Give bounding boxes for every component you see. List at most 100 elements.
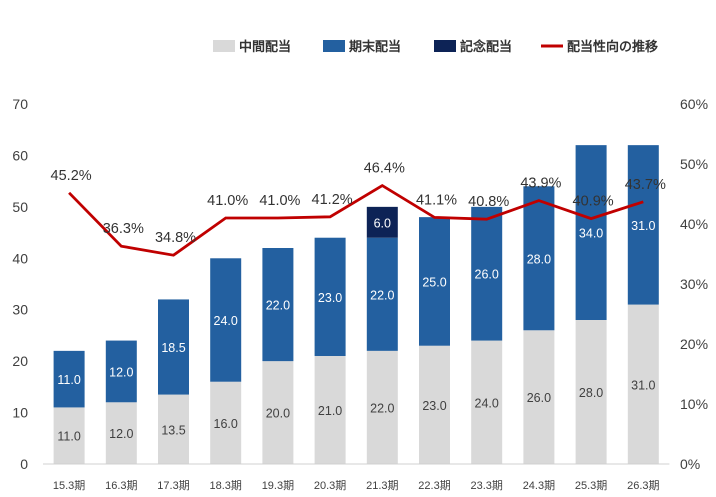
bars: 11.0 11.0 12.0 12.0 13.5 18.5 16.0 24.0 20.0 22.0… xyxy=(53,145,659,464)
x-tick-label: 17.3期 xyxy=(157,479,189,492)
x-tick-label: 22.3期 xyxy=(418,479,450,492)
bar-segment xyxy=(575,145,607,320)
right-y-axis: 0% 10% 20% 30% 40% 50% 60% xyxy=(680,96,708,472)
x-tick-label: 24.3期 xyxy=(523,479,555,492)
x-tick-label: 20.3期 xyxy=(314,479,346,492)
bar-value-label: 23.0 xyxy=(422,399,446,413)
payout-ratio-line xyxy=(68,183,644,257)
bar-value-label: 28.0 xyxy=(527,252,551,266)
legend-label: 中間配当 xyxy=(239,39,291,54)
payout-ratio-label: 40.8% xyxy=(468,194,509,210)
bar-segment xyxy=(53,350,85,408)
payout-ratio-label: 41.1% xyxy=(416,192,457,208)
bar-value-label: 25.0 xyxy=(422,275,446,289)
payout-ratio-label: 43.9% xyxy=(520,176,561,192)
bar-segment xyxy=(366,237,398,351)
y2-tick-label: 10% xyxy=(680,396,708,412)
bar-segment xyxy=(314,356,346,464)
legend-label: 記念配当 xyxy=(460,39,512,54)
bar-value-label: 28.0 xyxy=(579,386,603,400)
bar-value-label: 20.0 xyxy=(266,407,290,421)
x-axis: 15.3期 16.3期 17.3期 18.3期 19.3期 20.3期 21.3期 22.3期… xyxy=(43,463,670,492)
x-tick-label: 15.3期 xyxy=(53,479,85,492)
bar-segment xyxy=(158,299,189,395)
bar-value-label: 13.5 xyxy=(161,423,185,437)
payout-ratio-label: 40.9% xyxy=(573,194,614,210)
legend-label: 配当性向の推移 xyxy=(567,39,658,54)
payout-ratio-label: 34.8% xyxy=(155,230,196,246)
bar-value-label: 11.0 xyxy=(57,373,80,387)
y-tick-label: 50 xyxy=(12,199,28,215)
bar-value-label: 18.5 xyxy=(161,341,185,355)
y2-tick-label: 30% xyxy=(680,276,708,292)
bar-segment xyxy=(314,237,346,356)
x-tick-label: 21.3期 xyxy=(366,479,398,492)
payout-ratio-label: 41.0% xyxy=(207,193,248,209)
bar-segment xyxy=(627,145,659,305)
payout-ratio-label: 43.7% xyxy=(625,177,666,193)
bar-value-label: 26.0 xyxy=(475,268,499,282)
bar-segment xyxy=(366,206,398,238)
payout-ratio-label: 41.2% xyxy=(312,192,353,208)
x-tick-label: 23.3期 xyxy=(470,479,502,492)
bar-value-label: 16.0 xyxy=(214,417,238,431)
bar-value-label: 22.0 xyxy=(370,401,394,415)
bar-value-label: 31.0 xyxy=(631,378,655,392)
x-tick-label: 25.3期 xyxy=(575,479,607,492)
bar-segment xyxy=(210,258,242,382)
legend-swatch xyxy=(434,40,456,52)
y2-tick-label: 50% xyxy=(680,156,708,172)
y2-tick-label: 60% xyxy=(680,96,708,112)
bar-value-label: 11.0 xyxy=(57,430,80,444)
bar-value-label: 21.0 xyxy=(318,404,342,418)
y-tick-label: 40 xyxy=(12,250,28,266)
legend: 中間配当 期末配当 記念配当 配当性向の推移 xyxy=(213,39,658,54)
bar-segment xyxy=(210,381,242,464)
bar-value-label: 22.0 xyxy=(266,299,290,313)
bar-value-label: 34.0 xyxy=(579,227,603,241)
bar-value-label: 26.0 xyxy=(527,391,551,405)
bar-segment xyxy=(419,217,450,346)
left-y-axis: 0 10 20 30 40 50 60 70 xyxy=(12,96,28,472)
bar-segment xyxy=(262,248,294,362)
bar-segment xyxy=(575,320,607,464)
y2-tick-label: 0% xyxy=(680,456,700,472)
payout-ratio-label: 41.0% xyxy=(259,193,300,209)
y-tick-label: 10 xyxy=(12,405,28,421)
y-tick-label: 60 xyxy=(12,147,28,163)
payout-ratio-label: 46.4% xyxy=(364,161,405,177)
bar-segment xyxy=(419,345,450,464)
bar-value-label: 22.0 xyxy=(370,288,394,302)
y2-tick-label: 40% xyxy=(680,216,708,232)
y-tick-label: 20 xyxy=(12,353,28,369)
bar-segment xyxy=(627,304,659,464)
legend-swatch xyxy=(213,40,235,52)
bar-segment xyxy=(471,206,503,341)
y-tick-label: 30 xyxy=(12,302,28,318)
bar-segment xyxy=(158,394,189,464)
bar-value-label: 24.0 xyxy=(475,396,499,410)
payout-ratio-line-layer: 45.2% 36.3% 34.8% 41.0% 41.0% 41.2% 46.4% 41.1%… xyxy=(51,161,666,257)
bar-value-label: 31.0 xyxy=(631,219,655,233)
y-tick-label: 0 xyxy=(20,456,28,472)
payout-ratio-label: 36.3% xyxy=(103,221,144,237)
bar-segment xyxy=(471,340,503,464)
bar-segment xyxy=(366,350,398,464)
bar-value-label: 6.0 xyxy=(374,216,391,230)
legend-swatch xyxy=(323,40,345,52)
bar-segment xyxy=(262,361,294,464)
x-tick-label: 16.3期 xyxy=(105,479,137,492)
bar-value-label: 12.0 xyxy=(109,427,133,441)
y2-tick-label: 20% xyxy=(680,336,708,352)
bar-value-label: 23.0 xyxy=(318,291,342,305)
x-tick-label: 19.3期 xyxy=(262,479,294,492)
bar-segment xyxy=(523,330,555,464)
bar-segment xyxy=(105,402,137,464)
bar-segment xyxy=(523,186,555,331)
payout-ratio-label: 45.2% xyxy=(51,168,92,184)
bar-segment xyxy=(105,340,137,403)
bar-value-label: 24.0 xyxy=(214,314,238,328)
bar-value-label: 12.0 xyxy=(109,365,133,379)
legend-label: 期末配当 xyxy=(349,39,401,54)
